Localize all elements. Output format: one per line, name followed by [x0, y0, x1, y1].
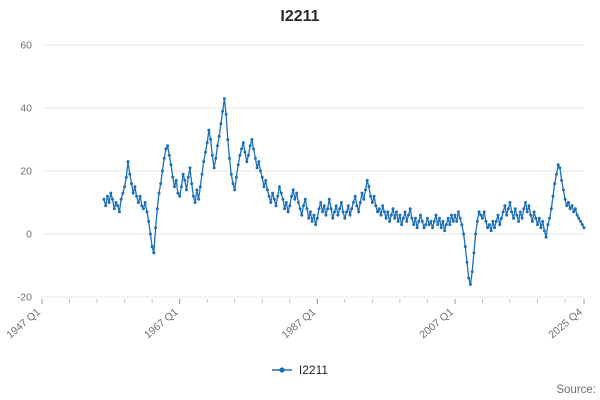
legend-line-marker-icon — [271, 367, 292, 373]
svg-text:1987 Q1: 1987 Q1 — [280, 306, 319, 341]
svg-text:1947 Q1: 1947 Q1 — [4, 306, 43, 341]
legend-label: I2211 — [298, 363, 329, 377]
svg-text:2007 Q1: 2007 Q1 — [417, 306, 456, 341]
source-label: Source: — [556, 384, 596, 396]
legend-item[interactable]: I2211 — [0, 363, 600, 377]
svg-text:40: 40 — [20, 103, 32, 115]
chart-svg: 60 40 20 0 -20 1947 Q1 1967 Q1 1987 Q1 2007 Q1 20… — [4, 40, 586, 341]
svg-text:60: 60 — [20, 40, 32, 52]
svg-text:20: 20 — [20, 166, 32, 178]
svg-text:-20: -20 — [17, 292, 32, 304]
svg-text:0: 0 — [26, 229, 32, 241]
chart-title: I2211 — [280, 8, 320, 25]
svg-text:2025 Q4: 2025 Q4 — [546, 306, 585, 341]
svg-text:1967 Q1: 1967 Q1 — [142, 306, 181, 341]
